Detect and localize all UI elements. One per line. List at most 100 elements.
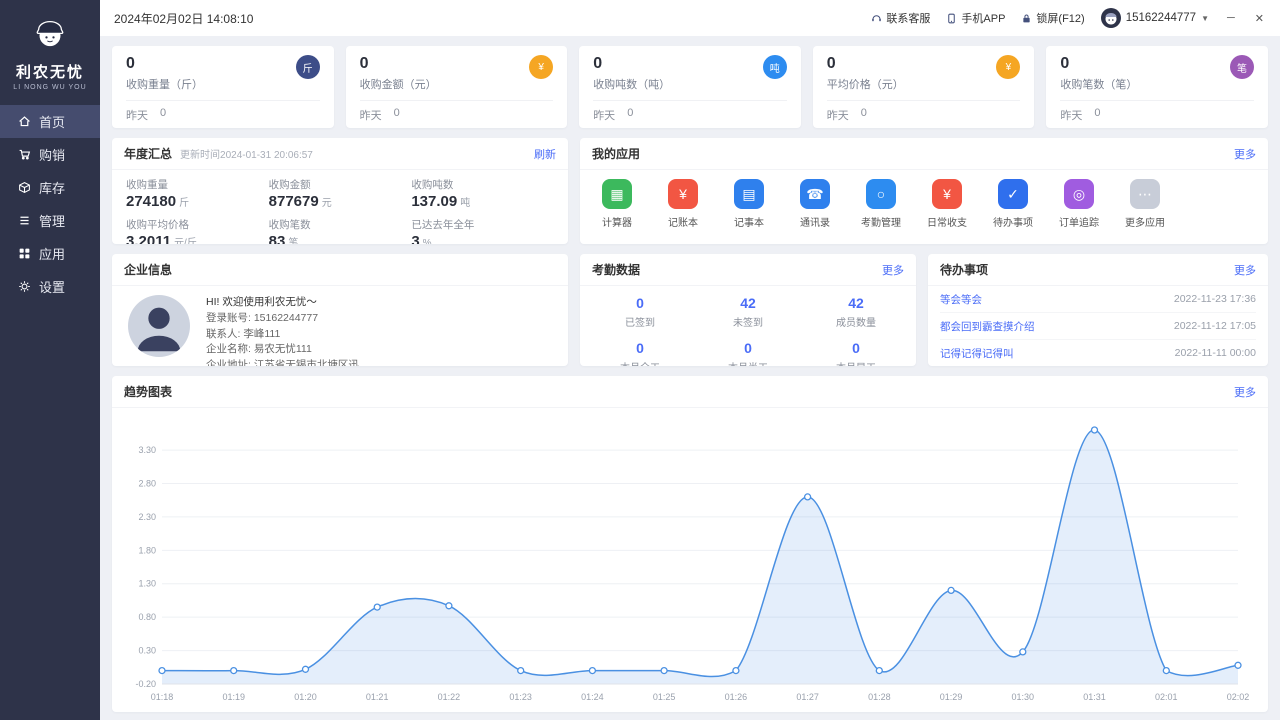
yesterday-label: 昨天 bbox=[1060, 107, 1082, 123]
topbar-right: 联系客服 手机APP 锁屏(F12) 15162244777 ▼ bbox=[871, 8, 1266, 28]
sidebar-item-home[interactable]: 首页 bbox=[0, 105, 100, 138]
stat-label: 收购吨数（吨） bbox=[593, 76, 670, 92]
mobile-app-link[interactable]: 手机APP bbox=[946, 10, 1005, 26]
sidebar-item-apps[interactable]: 应用 bbox=[0, 237, 100, 270]
trend-more-link[interactable]: 更多 bbox=[1234, 384, 1256, 400]
todo-link[interactable]: 都会回到霸查摸介绍 bbox=[940, 319, 1035, 334]
todo-item: 等会等会2022-11-23 17:36 bbox=[940, 286, 1256, 313]
annual-metric: 收购金额877679元 bbox=[269, 177, 412, 210]
todo-link[interactable]: 记得记得记得叫 bbox=[940, 346, 1014, 361]
more-apps-icon: ⋯ bbox=[1130, 179, 1160, 209]
contact-service-link[interactable]: 联系客服 bbox=[871, 10, 930, 26]
stat-label: 收购重量（斤） bbox=[126, 76, 203, 92]
svg-text:01:21: 01:21 bbox=[366, 692, 389, 702]
sidebar-item-manage[interactable]: 管理 bbox=[0, 204, 100, 237]
apps-row: ▦计算器 ¥记账本 ▤记事本 ☎通讯录 ○考勤管理 ¥日常收支 ✓待办事项 ◎订… bbox=[580, 170, 1268, 238]
app-logo: 利农无忧 LI NONG WU YOU bbox=[0, 0, 100, 105]
lock-screen-link[interactable]: 锁屏(F12) bbox=[1021, 10, 1084, 26]
app-item-ledger[interactable]: ¥记账本 bbox=[660, 179, 706, 229]
yesterday-value: 0 bbox=[861, 107, 867, 123]
svg-text:0.80: 0.80 bbox=[138, 612, 156, 622]
apps-more-link[interactable]: 更多 bbox=[1234, 146, 1256, 162]
stat-label: 收购金额（元） bbox=[360, 76, 437, 92]
sidebar-item-settings[interactable]: 设置 bbox=[0, 270, 100, 303]
app-item-daily-expense[interactable]: ¥日常收支 bbox=[924, 179, 970, 229]
stat-card-purchase-amount: 0 收购金额（元） ¥ 昨天0 bbox=[346, 46, 568, 128]
sidebar-item-label: 库存 bbox=[39, 178, 65, 197]
stat-value: 0 bbox=[360, 55, 437, 73]
svg-text:-0.20: -0.20 bbox=[135, 679, 156, 689]
ledger-icon: ¥ bbox=[668, 179, 698, 209]
annual-metric: 收购笔数83笔 bbox=[269, 217, 412, 244]
lock-icon bbox=[1021, 13, 1032, 24]
svg-text:1.30: 1.30 bbox=[138, 579, 156, 589]
annual-metric: 收购重量274180斤 bbox=[126, 177, 269, 210]
apps-title: 我的应用 bbox=[592, 145, 640, 162]
sidebar-item-label: 首页 bbox=[39, 112, 65, 131]
yesterday-label: 昨天 bbox=[126, 107, 148, 123]
attendance-grid: 0已签到 42未签到 42成员数量 0本月全工 0本月半工 0本月早工 bbox=[580, 286, 916, 366]
row-annual-apps: 年度汇总 更新时间2024-01-31 20:06:57 刷新 收购重量2741… bbox=[112, 138, 1268, 244]
stat-card-purchase-count: 0 收购笔数（笔） 笔 昨天0 bbox=[1046, 46, 1268, 128]
app-item-calculator[interactable]: ▦计算器 bbox=[594, 179, 640, 229]
minimize-button[interactable]: ─ bbox=[1225, 12, 1237, 24]
sidebar-item-label: 设置 bbox=[39, 277, 65, 296]
yesterday-value: 0 bbox=[1094, 107, 1100, 123]
attendance-more-link[interactable]: 更多 bbox=[882, 262, 904, 278]
stat-value: 0 bbox=[593, 55, 670, 73]
attendance-metric: 42未签到 bbox=[694, 295, 802, 329]
weight-icon: 斤 bbox=[296, 55, 320, 79]
yesterday-value: 0 bbox=[394, 107, 400, 123]
yesterday-label: 昨天 bbox=[360, 107, 382, 123]
phone-icon bbox=[946, 13, 957, 24]
svg-text:01:28: 01:28 bbox=[868, 692, 891, 702]
app-item-notebook[interactable]: ▤记事本 bbox=[726, 179, 772, 229]
todo-panel: 待办事项 更多 等会等会2022-11-23 17:36 都会回到霸查摸介绍 20… bbox=[928, 254, 1268, 366]
attendance-metric: 0本月半工 bbox=[694, 340, 802, 366]
refresh-link[interactable]: 刷新 bbox=[534, 146, 556, 162]
svg-text:3.30: 3.30 bbox=[138, 445, 156, 455]
todo-item: 记得记得记得叫2022-11-11 00:00 bbox=[940, 340, 1256, 366]
grid-icon bbox=[18, 247, 31, 260]
topbar: 2024年02月02日 14:08:10 联系客服 手机APP 锁屏(F12) bbox=[100, 0, 1280, 36]
app-item-attendance[interactable]: ○考勤管理 bbox=[858, 179, 904, 229]
annual-metric: 收购吨数137.09吨 bbox=[411, 177, 554, 210]
todo-title: 待办事项 bbox=[940, 261, 988, 278]
calculator-icon: ▦ bbox=[602, 179, 632, 209]
attendance-panel: 考勤数据 更多 0已签到 42未签到 42成员数量 0本月全工 0本月半工 0本… bbox=[580, 254, 916, 366]
yesterday-value: 0 bbox=[160, 107, 166, 123]
row-company-attendance-todo: 企业信息 HI! 欢迎使用利农无忧～ 登录账号: 15162244777 联系人… bbox=[112, 254, 1268, 366]
stats-row: 0 收购重量（斤） 斤 昨天0 0 收购金额（元） ¥ 昨天0 0 收购吨数（吨… bbox=[112, 46, 1268, 128]
todo-icon: ✓ bbox=[998, 179, 1028, 209]
account-menu[interactable]: 15162244777 ▼ bbox=[1101, 8, 1209, 28]
annual-summary-panel: 年度汇总 更新时间2024-01-31 20:06:57 刷新 收购重量2741… bbox=[112, 138, 568, 244]
chevron-down-icon: ▼ bbox=[1201, 14, 1209, 23]
todo-more-link[interactable]: 更多 bbox=[1234, 262, 1256, 278]
todo-time: 2022-11-12 17:05 bbox=[1174, 320, 1256, 332]
company-title: 企业信息 bbox=[124, 261, 172, 278]
sidebar-item-label: 管理 bbox=[39, 211, 65, 230]
sidebar-item-trade[interactable]: 购销 bbox=[0, 138, 100, 171]
app-item-order-tracking[interactable]: ◎订单追踪 bbox=[1056, 179, 1102, 229]
sidebar-item-inventory[interactable]: 库存 bbox=[0, 171, 100, 204]
company-field: 登录账号: 15162244777 bbox=[206, 311, 368, 327]
stat-card-purchase-tons: 0 收购吨数（吨） 吨 昨天0 bbox=[579, 46, 801, 128]
svg-text:0.30: 0.30 bbox=[138, 646, 156, 656]
annual-metric: 已达去年全年3% bbox=[411, 217, 554, 244]
ton-icon: 吨 bbox=[763, 55, 787, 79]
contacts-icon: ☎ bbox=[800, 179, 830, 209]
account-number: 15162244777 bbox=[1126, 12, 1196, 24]
app-item-more-apps[interactable]: ⋯更多应用 bbox=[1122, 179, 1168, 229]
yesterday-label: 昨天 bbox=[827, 107, 849, 123]
app-subtitle: LI NONG WU YOU bbox=[0, 84, 100, 91]
close-button[interactable]: ✕ bbox=[1253, 12, 1266, 25]
stat-value: 0 bbox=[1060, 55, 1137, 73]
company-info: HI! 欢迎使用利农无忧～ 登录账号: 15162244777 联系人: 李峰1… bbox=[206, 295, 368, 366]
svg-text:02:02: 02:02 bbox=[1227, 692, 1250, 702]
app-item-contacts[interactable]: ☎通讯录 bbox=[792, 179, 838, 229]
count-icon: 笔 bbox=[1230, 55, 1254, 79]
app-item-todo[interactable]: ✓待办事项 bbox=[990, 179, 1036, 229]
attendance-metric: 0本月全工 bbox=[586, 340, 694, 366]
sidebar: 利农无忧 LI NONG WU YOU 首页 购销 库存 管理 应用 bbox=[0, 0, 100, 720]
todo-link[interactable]: 等会等会 bbox=[940, 292, 982, 307]
